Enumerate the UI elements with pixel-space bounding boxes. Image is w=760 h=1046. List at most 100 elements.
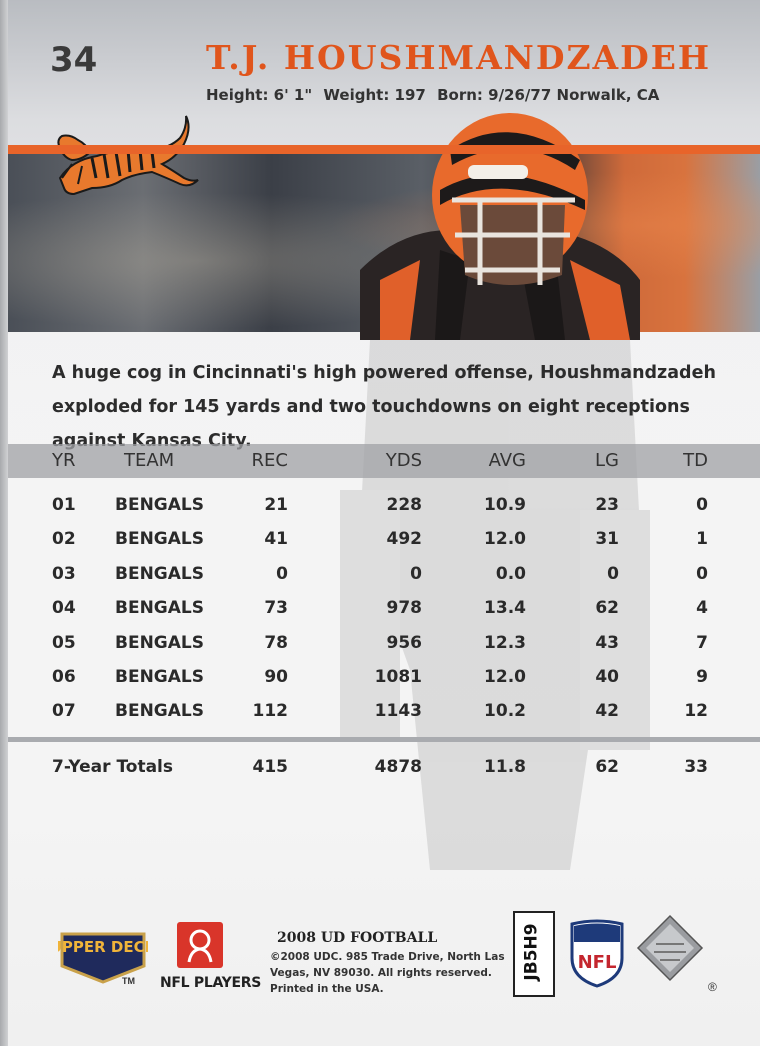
- stats-header-bar: [8, 444, 760, 478]
- bio-height: Height: 6' 1": [206, 86, 313, 104]
- cell-td: 1: [696, 529, 708, 550]
- totals-lg: 62: [595, 757, 619, 777]
- bio-weight: Weight: 197: [323, 86, 426, 104]
- table-row: 04 BENGALS 73 978 13.4 62 4: [8, 591, 760, 625]
- photo-fade-overlay: [8, 332, 760, 832]
- totals-label: 7-Year Totals: [52, 757, 174, 777]
- cell-td: 0: [696, 495, 708, 515]
- cell-td: 4: [696, 598, 708, 619]
- card-border: [0, 0, 8, 1046]
- cell-team: BENGALS: [115, 701, 204, 722]
- nfl-shield-logo: NFL: [570, 919, 624, 988]
- cell-td: 12: [684, 701, 708, 722]
- cell-team: BENGALS: [115, 598, 204, 619]
- cell-yr: 03: [52, 563, 76, 584]
- player-bio: Height: 6' 1" Weight: 197 Born: 9/26/77 …: [206, 86, 665, 104]
- nfl-players-label: NFL PLAYERS: [160, 975, 262, 991]
- nfl-players-icon: [187, 929, 213, 963]
- stats-table: YR TEAM REC YDS AVG LG TD 01 BENGALS 21 …: [8, 444, 760, 721]
- player-action-photo: [8, 154, 760, 332]
- cell-rec: 73: [264, 598, 288, 619]
- col-header-td: TD: [683, 450, 708, 471]
- nfl-shield-text: NFL: [578, 952, 617, 973]
- totals-td: 33: [684, 757, 708, 777]
- cell-yds: 492: [386, 529, 423, 550]
- ud-logo-text: UPPER DECK: [58, 938, 148, 956]
- cell-yds: 956: [386, 632, 423, 653]
- cell-td: 9: [696, 666, 708, 687]
- cell-lg: 43: [595, 632, 619, 653]
- cell-lg: 62: [595, 598, 619, 619]
- cell-avg: 10.9: [484, 495, 526, 515]
- table-row: 07 BENGALS 112 1143 10.2 42 12: [8, 694, 760, 728]
- cell-yds: 1081: [374, 666, 422, 687]
- table-row: 03 BENGALS 0 0 0.0 0 0: [8, 557, 760, 591]
- cell-lg: 42: [595, 701, 619, 722]
- cell-rec: 21: [264, 495, 288, 515]
- col-header-yds: YDS: [385, 450, 422, 471]
- cell-td: 7: [696, 632, 708, 653]
- cell-td: 0: [696, 563, 708, 584]
- totals-avg: 11.8: [484, 757, 526, 777]
- card-code-box: [513, 911, 555, 997]
- cell-team: BENGALS: [115, 632, 204, 653]
- stats-totals-row: 7-Year Totals 415 4878 11.8 62 33: [8, 750, 760, 784]
- cell-yr: 01: [52, 495, 76, 515]
- set-title: 2008 UD FOOTBALL: [277, 930, 438, 946]
- player-name: T.J. HOUSHMANDZADEH: [206, 38, 712, 77]
- cell-rec: 112: [252, 701, 289, 722]
- cell-yr: 07: [52, 701, 76, 722]
- cell-yr: 04: [52, 598, 76, 619]
- cell-lg: 0: [607, 563, 619, 584]
- cell-avg: 13.4: [484, 598, 526, 619]
- cell-yr: 06: [52, 666, 76, 687]
- col-header-lg: LG: [595, 450, 619, 471]
- upper-deck-logo: UPPER DECK: [58, 932, 148, 984]
- col-header-rec: REC: [251, 450, 288, 471]
- cell-avg: 12.0: [484, 529, 526, 550]
- cell-yr: 05: [52, 632, 76, 653]
- bio-born: Born: 9/26/77 Norwalk, CA: [437, 86, 660, 104]
- legal-text: ©2008 UDC. 985 Trade Drive, North Las Ve…: [270, 951, 505, 995]
- card-code: JB5H9: [513, 911, 551, 993]
- cell-yds: 228: [386, 495, 423, 515]
- totals-row: 7-Year Totals 415 4878 11.8 62 33: [8, 750, 760, 784]
- cell-yds: 978: [386, 598, 423, 619]
- totals-rec: 415: [252, 757, 289, 777]
- cell-rec: 41: [264, 529, 288, 550]
- cell-lg: 31: [595, 529, 619, 550]
- cell-team: BENGALS: [115, 666, 204, 687]
- bengals-tiger-icon: [57, 115, 199, 196]
- nfl-players-logo: [177, 922, 223, 968]
- totals-yds: 4878: [374, 757, 422, 777]
- cell-team: BENGALS: [115, 563, 204, 584]
- card-number: 34: [50, 40, 98, 80]
- cell-lg: 40: [595, 666, 619, 687]
- col-header-yr: YR: [52, 450, 76, 471]
- table-row: 05 BENGALS 78 956 12.3 43 7: [8, 626, 760, 660]
- cell-rec: 78: [264, 632, 288, 653]
- table-row: 01 BENGALS 21 228 10.9 23 0: [8, 488, 760, 522]
- player-blurb: A huge cog in Cincinnati's high powered …: [52, 363, 716, 451]
- cell-avg: 10.2: [484, 701, 526, 722]
- cell-yds: 0: [410, 563, 422, 584]
- cell-lg: 23: [595, 495, 619, 515]
- table-row: 06 BENGALS 90 1081 12.0 40 9: [8, 660, 760, 694]
- col-header-avg: AVG: [488, 450, 526, 471]
- cell-yr: 02: [52, 529, 76, 550]
- cell-avg: 0.0: [495, 563, 526, 584]
- hologram-icon: [636, 914, 704, 982]
- cell-team: BENGALS: [115, 495, 204, 515]
- cell-team: BENGALS: [115, 529, 204, 550]
- table-row: 02 BENGALS 41 492 12.0 31 1: [8, 522, 760, 556]
- cell-avg: 12.3: [484, 632, 526, 653]
- stats-header-row: YR TEAM REC YDS AVG LG TD: [8, 444, 760, 478]
- cell-yds: 1143: [374, 701, 422, 722]
- registered-mark: ®: [708, 980, 717, 994]
- accent-stripe: [8, 145, 760, 154]
- cell-rec: 0: [276, 563, 288, 584]
- cell-rec: 90: [264, 666, 288, 687]
- trademark-mark: TM: [122, 976, 135, 986]
- totals-divider: [8, 737, 760, 742]
